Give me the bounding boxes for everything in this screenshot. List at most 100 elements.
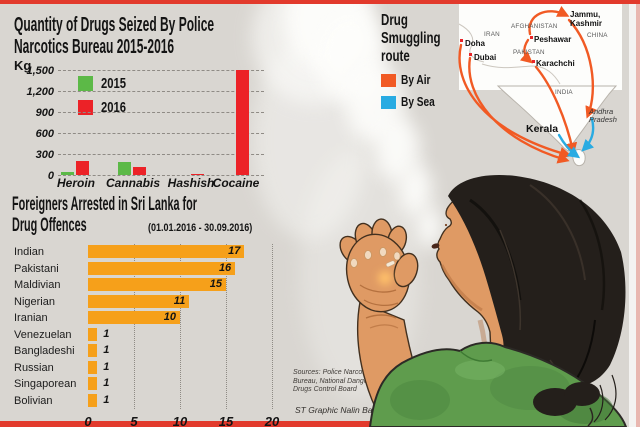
fingernails: [350, 247, 401, 268]
thumb: [393, 252, 419, 288]
country-label-india: INDIA: [555, 89, 573, 96]
row-label: Russian: [14, 361, 54, 374]
legend-swatch-2016: [78, 100, 93, 115]
x-tick-label: 5: [130, 414, 138, 427]
value-label: 17: [228, 245, 241, 257]
arrests-chart: Indian 17 Pakistani 16 Maldivian 15 Nigerian 11…: [12, 240, 312, 427]
hair-curl: [564, 382, 600, 406]
hair: [448, 174, 626, 388]
arrests-title-line1: Foreigners Arrested in Sri Lanka for: [12, 194, 197, 215]
arrests-chart-title: Foreigners Arrested in Sri Lanka for Dru…: [12, 194, 337, 239]
by-sea-swatch: [381, 95, 396, 109]
value-label: 1: [103, 327, 110, 340]
legend-label-2015: 2015: [101, 75, 127, 92]
fingernail: [364, 250, 372, 260]
country-label-iran: IRAN: [484, 31, 500, 38]
region-label-andhra: Andhra: [588, 107, 613, 116]
city-label-karachchi: Karachchi: [536, 59, 575, 68]
bar-maldivian: [88, 278, 226, 291]
hair-wisp: [587, 407, 594, 427]
seizure-legend: 2015 2016: [78, 75, 134, 123]
x-gridline: [134, 244, 135, 409]
y-gridline: 1,200: [26, 86, 264, 98]
sources-line2: Bureau, National Dangerous: [293, 377, 382, 385]
bar-group-cocaine: [221, 70, 249, 175]
value-label: 10: [163, 311, 176, 323]
arrests-plot: Indian 17 Pakistani 16 Maldivian 15 Nigerian 11…: [12, 244, 312, 427]
bar-russian: [88, 360, 98, 374]
nostril: [444, 223, 448, 227]
open-mouth: [431, 243, 440, 249]
fist: [339, 218, 419, 313]
legend-item-by-air: By Air: [381, 71, 464, 89]
smuggling-title-line2: Smuggling: [381, 30, 441, 47]
bottom-red-border: [0, 421, 372, 427]
sources-line3: Drugs Control Board: [293, 386, 357, 393]
smuggling-route-block: Drug Smuggling route By Air By Sea: [381, 12, 464, 115]
arrest-row-bolivian: Bolivian 1: [12, 393, 312, 410]
region-label-jammu: Jammu,: [570, 10, 600, 19]
cigarette-stub: [385, 260, 396, 268]
x-gridline: [180, 244, 181, 409]
bar-2016-cocaine: [236, 70, 249, 175]
bar-group-cannabis: [118, 161, 146, 175]
arrests-title-line2: Drug Offences: [12, 215, 87, 236]
by-sea-label: By Sea: [401, 94, 435, 109]
arrest-row-singaporean: Singaporean 1: [12, 376, 312, 393]
row-label: Bolivian: [14, 394, 53, 407]
bar-singaporean: [88, 377, 98, 390]
sea-route-kerala-srilanka: [557, 133, 581, 159]
bar-group-heroin: [61, 161, 89, 175]
arrest-row-pakistani: Pakistani 16: [12, 261, 312, 278]
country-label-pakistan: PAKISTAN: [513, 49, 545, 56]
air-route-karachchi-srilanka: [534, 65, 578, 155]
row-label: Singaporean: [14, 378, 77, 390]
y-gridline: 0: [48, 170, 264, 182]
hair-strand: [499, 229, 522, 331]
fingernail: [379, 247, 387, 257]
hair-wisp: [593, 384, 604, 423]
page-edge-white: [629, 0, 636, 427]
seizure-title-line1: Quantity of Drugs Seized By Police: [14, 14, 215, 36]
row-label: Nigerian: [14, 295, 55, 308]
bar-pakistani: [88, 261, 236, 275]
bar-group-hashish: [176, 174, 204, 175]
palm-crease: [363, 299, 399, 307]
graphic-byline: ST Graphic Nalin Balasuriya: [295, 405, 402, 415]
y-tick-label: 1,200: [26, 86, 54, 98]
air-route-jammu-andhra: [567, 18, 597, 119]
y-gridline: 300: [36, 149, 264, 161]
x-gridline: [272, 244, 273, 409]
y-tick-label: 1,500: [26, 65, 54, 77]
category-label-cannabis: Cannabis: [105, 176, 160, 190]
country-label-afghanistan: AFGHANISTAN: [511, 23, 558, 30]
pakistan-coastline: [481, 63, 561, 85]
region-label-kashmir: Kashmir: [570, 19, 602, 28]
city-label-doha: Doha: [465, 39, 486, 48]
arrest-row-indian: Indian 17: [12, 244, 312, 261]
row-label: Iranian: [14, 312, 48, 324]
smuggling-legend: By Air By Sea: [381, 71, 464, 111]
value-label: 1: [103, 360, 110, 373]
arrest-row-bangladeshi: Bangladeshi 1: [12, 343, 312, 360]
y-tick-label: 300: [35, 149, 54, 161]
x-tick-label: 0: [84, 414, 92, 427]
x-tick-label: 20: [264, 414, 280, 427]
smuggling-route-map: IRAN AFGHANISTAN PAKISTAN CHINA INDIA Ja…: [458, 4, 622, 167]
x-gridline: [226, 244, 227, 409]
wrist-crease: [369, 324, 399, 329]
by-air-swatch: [381, 73, 396, 87]
sources-line1: Sources: Police Narcotic: [293, 369, 370, 376]
value-label: 16: [218, 261, 232, 274]
arrests-title-daterange: (01.01.2016 - 30.09.2016): [148, 222, 253, 234]
seizure-title-line2: Narcotics Bureau 2015-2016: [14, 36, 175, 58]
smoker-illustration: [339, 174, 628, 427]
region-label-kerala: Kerala: [526, 123, 558, 135]
y-tick-label: 0: [47, 170, 54, 182]
legend-label-2016: 2016: [101, 99, 127, 116]
value-label: 15: [209, 278, 222, 290]
city-label-dubai: Dubai: [474, 53, 496, 62]
value-label: 1: [103, 344, 110, 356]
collar-fold: [459, 350, 493, 362]
bar-venezuelan: [88, 327, 98, 341]
